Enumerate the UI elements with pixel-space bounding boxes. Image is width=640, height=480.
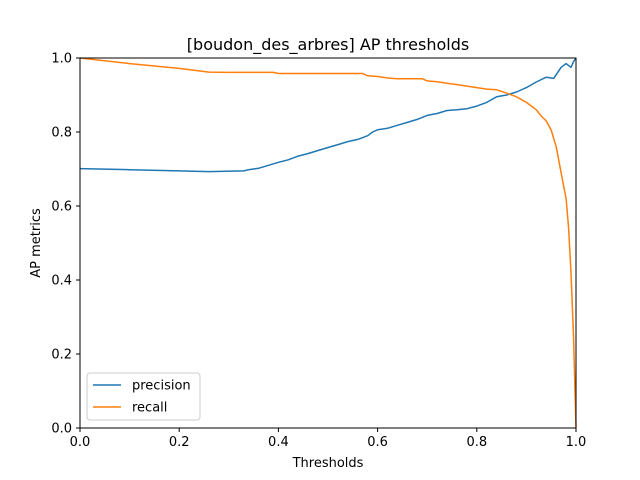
x-tick-label: 0.4	[268, 435, 289, 450]
legend-label-precision: precision	[132, 379, 191, 394]
x-tick-label: 1.0	[566, 435, 587, 450]
y-tick-label: 0.6	[51, 200, 72, 215]
x-tick-label: 0.0	[70, 435, 91, 450]
plot-background	[80, 58, 576, 428]
y-tick-label: 0.8	[51, 126, 72, 141]
y-axis: 0.0 0.2 0.4 0.6 0.8 1.0	[51, 52, 80, 437]
series-layer	[79, 57, 577, 429]
x-axis-title: Thresholds	[292, 456, 364, 471]
y-tick-label: 1.0	[51, 52, 72, 67]
y-tick-label: 0.0	[51, 422, 72, 437]
x-axis: 0.0 0.2 0.4 0.6 0.8 1.0	[70, 428, 587, 450]
legend: precision recall	[86, 372, 201, 421]
y-axis-title: AP metrics	[29, 208, 44, 278]
x-tick-label: 0.2	[169, 435, 190, 450]
x-tick-label: 0.6	[367, 435, 388, 450]
series-line-precision	[79, 57, 577, 173]
y-tick-label: 0.2	[51, 348, 72, 363]
chart-title: [boudon_des_arbres] AP thresholds	[187, 35, 469, 55]
series-line-recall	[79, 57, 577, 429]
x-tick-label: 0.8	[466, 435, 487, 450]
plot-frame	[79, 57, 577, 429]
legend-label-recall: recall	[132, 401, 167, 416]
y-tick-label: 0.4	[51, 274, 72, 289]
